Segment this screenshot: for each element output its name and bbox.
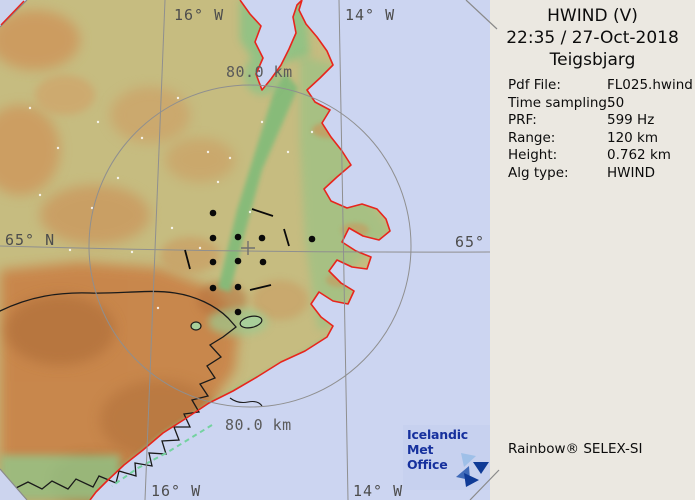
range-ring-80km [88,84,412,408]
coastline [89,0,391,500]
wind-dot [259,258,267,266]
terrain-map-graphic [0,0,490,500]
wind-vector-layer [184,208,316,316]
scan-datetime: 22:35 / 27-Oct-2018 [506,28,679,48]
product-title: HWIND (V) [547,6,638,26]
meridian-14w [338,0,349,500]
lon-label-top-left: 16° W [174,6,225,24]
lon-label-bottom-left: 16° W [151,482,202,500]
param-label: PRF: [508,112,537,128]
lon-label-bottom-right: 14° W [353,482,404,500]
wind-dot [308,235,316,243]
wind-dot [258,234,266,242]
param-row-range: Range: 120 km [508,130,688,148]
icelandic-met-office-logo: Icelandic Met Office [403,425,490,490]
wind-dot [234,257,242,265]
wind-vector [249,284,272,291]
logo-text-line2: Office [407,457,448,472]
param-value: 120 km [607,129,659,146]
wind-dot [209,258,217,266]
param-label: Alg type: [508,164,569,181]
wind-dot [234,283,242,291]
param-value: HWIND [607,164,655,181]
elevation-speckles [28,96,314,310]
radar-site-cross [241,241,255,255]
wind-vector [251,208,274,217]
software-brand: Rainbow® SELEX-SI [508,441,643,457]
param-row-height: Height: 0.762 km [508,147,688,165]
wind-dot [234,308,242,316]
param-row-pdf-file: Pdf File: FL025.hwind [508,77,693,95]
param-row-alg-type: Alg type: HWIND [508,165,688,183]
param-row-prf: PRF: 599 Hz [508,112,688,130]
radar-map: 16° W 14° W 16° W 14° W 65° N 65° N 80.0… [0,0,504,500]
graticule [0,0,490,500]
param-value: 599 Hz [607,112,655,128]
param-value: 50 [607,94,625,111]
lon-label-top-right: 14° W [345,6,396,24]
parameter-list: Pdf File: FL025.hwind Time sampling: 50 … [508,77,693,183]
lat-label-left: 65° N [5,231,56,249]
range-ring-label-bottom: 80.0 km [225,416,292,434]
wind-dot [234,233,242,241]
info-sidebar: HWIND (V) 22:35 / 27-Oct-2018 Teigsbjarg… [490,0,695,500]
site-name: Teigsbjarg [549,50,636,70]
param-label: Time sampling: [508,94,612,111]
range-ring-label-top: 80.0 km [226,63,293,81]
wind-dot [209,284,217,292]
wind-vector [184,249,191,270]
logo-text: Icelandic Met Office [407,427,490,472]
glacier-outline [0,290,237,490]
logo-pinwheel-icon [456,453,489,487]
wind-vector [283,228,290,247]
param-label: Range: [508,129,556,146]
param-label: Height: [508,147,558,163]
lake-outlines [190,315,263,407]
logo-text-line1: Icelandic Met [407,427,468,457]
wind-dot [209,234,217,242]
param-value: 0.762 km [607,147,671,163]
parallel-65n [0,245,490,253]
param-label: Pdf File: [508,77,561,93]
param-row-time-sampling: Time sampling: 50 [508,95,688,113]
param-value: FL025.hwind [607,77,693,93]
wind-dot [209,209,217,217]
offshore-dashed-line [111,424,213,487]
